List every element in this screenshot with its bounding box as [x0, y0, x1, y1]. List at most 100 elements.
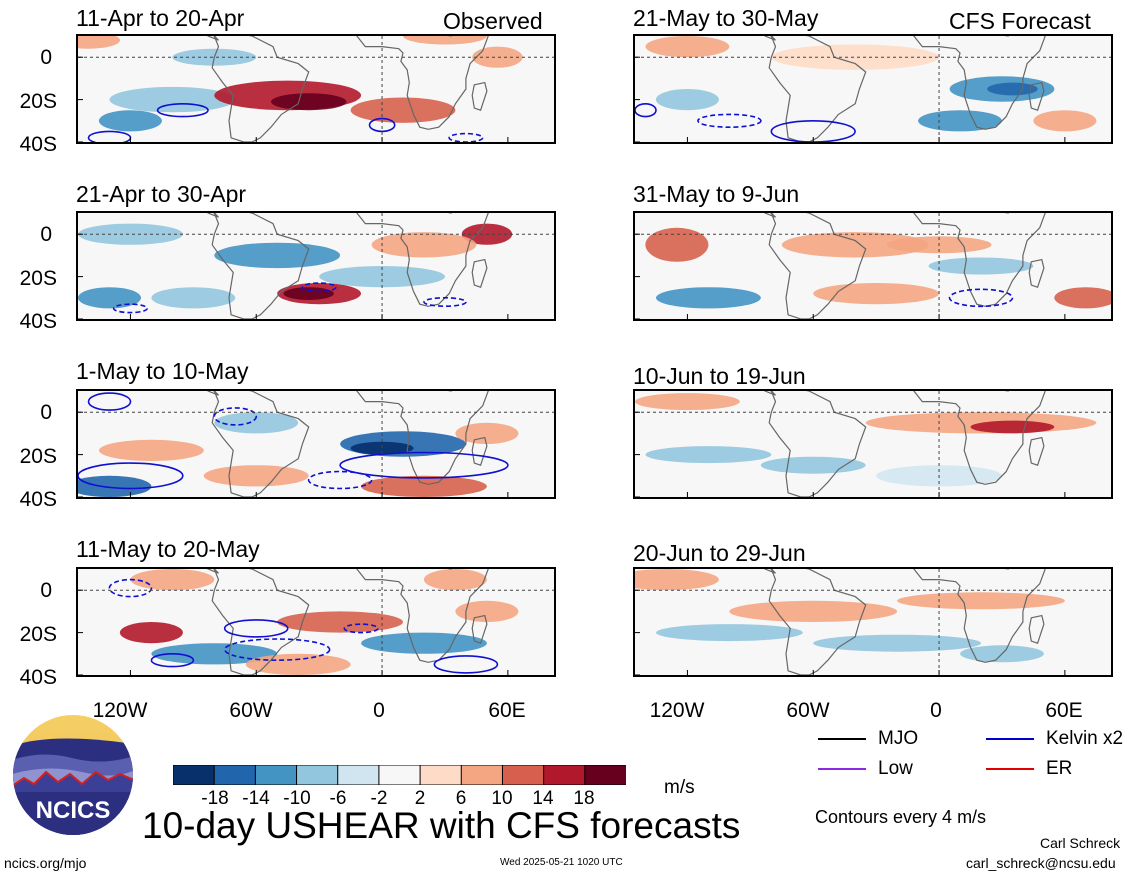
x-tick-label: 120W	[92, 699, 148, 722]
map-panel-2	[76, 211, 556, 321]
y-tick-label: 40S	[19, 666, 57, 689]
anomaly-region	[151, 643, 278, 665]
anomaly-region	[361, 475, 487, 497]
map-panel-6	[633, 211, 1113, 321]
colorbar	[172, 764, 628, 786]
anomaly-region	[455, 422, 519, 444]
footer-link[interactable]: ncics.org/mjo	[4, 855, 87, 871]
anomaly-region	[928, 257, 1034, 275]
legend-line-mjo	[818, 738, 866, 740]
colorbar-swatch	[419, 764, 463, 786]
madagascar-outline	[471, 81, 488, 111]
anomaly-region	[729, 600, 898, 622]
anomaly-region	[472, 46, 523, 68]
anomaly-region	[970, 420, 1055, 434]
y-tick-label: 40S	[19, 488, 57, 511]
y-tick-label: 40S	[19, 133, 57, 156]
anomaly-region	[99, 439, 204, 461]
anomaly-region	[350, 97, 456, 123]
map-panel-3	[76, 389, 556, 499]
colorbar-swatch	[296, 764, 339, 786]
central-america-outline	[764, 36, 776, 41]
madagascar-outline	[471, 258, 488, 288]
madagascar-outline	[471, 436, 488, 466]
anomaly-region	[635, 393, 740, 411]
africa-outline	[913, 391, 1046, 485]
anomaly-region	[645, 36, 730, 58]
south-america-outline	[211, 213, 310, 319]
panel-title-1: 11-Apr to 20-Apr	[76, 5, 245, 31]
kelvin-contour	[108, 578, 153, 598]
footer-email[interactable]: carl_schreck@ncsu.edu	[966, 855, 1116, 871]
units-label: m/s	[664, 777, 695, 798]
south-america-outline	[768, 569, 867, 675]
anomaly-region	[423, 569, 487, 591]
footer-author: Carl Schreck	[1040, 835, 1121, 851]
colorbar-swatch	[543, 764, 586, 786]
colorbar-label: 14	[532, 788, 554, 809]
x-tick-label: 60W	[229, 699, 273, 722]
legend-label-mjo: MJO	[878, 728, 919, 749]
anomaly-region	[1033, 110, 1097, 132]
y-tick-label: 0	[40, 401, 52, 424]
south-america-outline	[211, 391, 310, 497]
panel-title-8: 20-Jun to 29-Jun	[633, 540, 806, 566]
colorbar-svg	[172, 764, 628, 786]
anomaly-region	[656, 287, 761, 309]
colorbar-label: -2	[370, 788, 388, 809]
kelvin-contour	[156, 102, 209, 118]
south-america-outline	[768, 36, 867, 142]
south-america-outline	[768, 213, 867, 319]
africa-outline	[913, 36, 1046, 130]
anomaly-region	[119, 622, 183, 644]
legend-line-er	[986, 768, 1034, 770]
colorbar-label: 10	[491, 788, 513, 809]
panel-tag-forecast: CFS Forecast	[949, 8, 1091, 34]
colorbar-label: -10	[283, 788, 311, 809]
x-tick-label: 60E	[1045, 699, 1083, 722]
panel-title-6: 31-May to 9-Jun	[633, 181, 800, 207]
y-tick-label: 0	[40, 223, 52, 246]
central-america-outline	[764, 213, 776, 218]
anomaly-region	[771, 44, 940, 70]
panel-title-2: 21-Apr to 30-Apr	[76, 181, 247, 207]
anomaly-region	[203, 465, 309, 487]
panel-title-7: 10-Jun to 19-Jun	[633, 363, 806, 389]
anomaly-region	[987, 82, 1038, 96]
anomaly-region	[656, 624, 803, 642]
anomaly-region	[109, 86, 236, 113]
map-svg	[78, 213, 554, 319]
anomaly-region	[78, 287, 141, 309]
anomaly-region	[813, 634, 981, 652]
kelvin-contour	[223, 619, 289, 638]
map-svg	[635, 391, 1111, 497]
x-tick-label: 60W	[786, 699, 830, 722]
africa-outline	[356, 569, 489, 663]
map-svg	[635, 213, 1111, 319]
colorbar-label: -6	[329, 788, 347, 809]
kelvin-contour	[213, 407, 258, 426]
anomaly-region	[403, 36, 487, 45]
map-panel-5	[633, 34, 1113, 144]
madagascar-outline	[1028, 614, 1045, 644]
colorbar-swatch	[213, 764, 257, 786]
anomaly-region	[98, 110, 162, 132]
x-tick-label: 120W	[649, 699, 705, 722]
kelvin-contour	[770, 120, 856, 142]
central-america-outline	[207, 36, 219, 41]
colorbar-label: -18	[201, 788, 229, 809]
colorbar-swatch	[172, 764, 216, 786]
central-america-outline	[207, 213, 219, 218]
kelvin-contour	[339, 451, 509, 479]
kelvin-contour	[433, 655, 499, 674]
anomaly-region	[151, 287, 236, 309]
kelvin-contour	[423, 297, 467, 308]
south-america-outline	[211, 36, 310, 142]
x-tick-label: 0	[373, 699, 385, 722]
anomaly-region	[655, 89, 719, 111]
kelvin-contour	[307, 470, 373, 490]
africa-outline	[356, 213, 489, 307]
kelvin-contour	[223, 638, 331, 662]
y-tick-label: 0	[40, 46, 52, 69]
anomaly-region	[130, 569, 215, 591]
